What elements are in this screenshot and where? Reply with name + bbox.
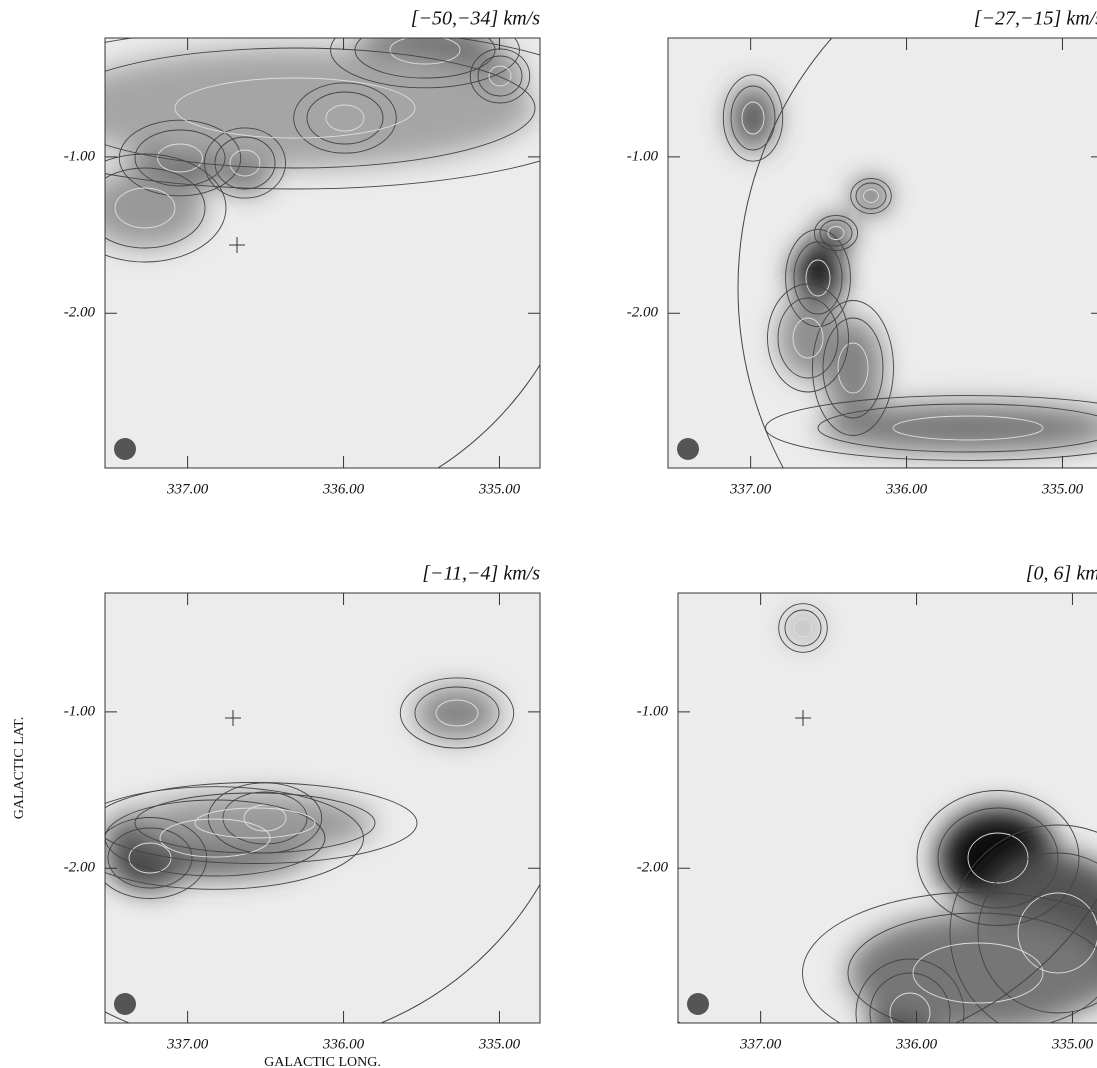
emission-blob: [55, 48, 535, 168]
map-background: [668, 38, 1097, 468]
panel-title: [−27,−15] km/s: [974, 8, 1097, 30]
x-tick-label: 337.00: [166, 481, 209, 497]
panel: 337.00 336.00 335.00 -1.00 -2.00 [0, 6] km/s: [488, 393, 1097, 1067]
panel-title: [−11,−4] km/s: [422, 563, 540, 585]
y-axis-label: GALACTIC LAT.: [12, 717, 27, 819]
y-tick-label: -1.00: [637, 703, 669, 719]
map-image: [0, 0, 619, 520]
y-tick-label: -2.00: [627, 305, 659, 321]
beam: [687, 993, 709, 1015]
x-tick-label: 335.00: [478, 1036, 521, 1052]
panel: 337.00 336.00 335.00 -1.00 -2.00 [−50,−34] km…: [0, 0, 619, 520]
y-tick-label: -1.00: [627, 148, 659, 164]
figure: 337.00 336.00 335.00 -1.00 -2.00 [−50,−34] km…: [0, 0, 1097, 1068]
x-tick-label: 335.00: [1041, 481, 1084, 497]
x-tick-label: 336.00: [885, 481, 928, 497]
y-tick-label: -2.00: [64, 860, 96, 876]
x-tick-label: 337.00: [729, 481, 772, 497]
x-tick-label: 337.00: [166, 1036, 209, 1052]
panel-title: [−50,−34] km/s: [411, 8, 540, 30]
x-tick-label: 335.00: [1051, 1036, 1094, 1052]
x-tick-label: 336.00: [322, 1036, 365, 1052]
x-axis-label: GALACTIC LONG.: [264, 1055, 381, 1068]
y-tick-label: -1.00: [64, 703, 96, 719]
x-tick-label: 336.00: [895, 1036, 938, 1052]
y-tick-label: -2.00: [637, 860, 669, 876]
panel-title: [0, 6] km/s: [1026, 563, 1097, 585]
beam: [114, 438, 136, 460]
x-tick-label: 335.00: [478, 481, 521, 497]
beam: [677, 438, 699, 460]
map-image: [488, 393, 1097, 1067]
y-tick-label: -2.00: [64, 305, 96, 321]
x-tick-label: 336.00: [322, 481, 365, 497]
beam: [114, 993, 136, 1015]
y-tick-label: -1.00: [64, 148, 96, 164]
x-tick-label: 337.00: [739, 1036, 782, 1052]
